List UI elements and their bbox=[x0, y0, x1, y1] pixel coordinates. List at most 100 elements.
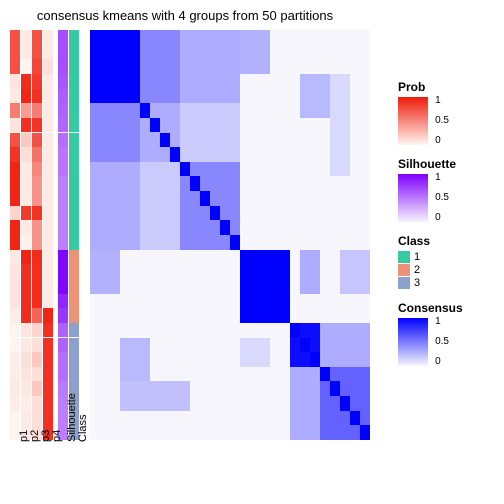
anno-cell bbox=[32, 89, 42, 104]
anno-cell bbox=[21, 176, 31, 191]
anno-cell bbox=[58, 191, 68, 206]
heatmap-cell bbox=[90, 162, 140, 250]
anno-cell bbox=[10, 147, 20, 162]
col-label-Class: Class bbox=[77, 414, 89, 442]
anno-cell bbox=[10, 250, 20, 265]
anno-cell bbox=[69, 264, 79, 279]
consensus-heatmap bbox=[90, 30, 370, 440]
anno-cell bbox=[43, 411, 53, 426]
anno-cell bbox=[69, 162, 79, 177]
heatmap-cell bbox=[140, 30, 180, 103]
anno-cell bbox=[32, 118, 42, 133]
anno-cell bbox=[43, 367, 53, 382]
heatmap-cell bbox=[90, 30, 100, 45]
tick: 0 bbox=[435, 212, 441, 223]
anno-cell bbox=[10, 30, 20, 45]
anno-cell bbox=[21, 411, 31, 426]
anno-cell bbox=[21, 118, 31, 133]
anno-cell bbox=[21, 45, 31, 60]
anno-cell bbox=[58, 220, 68, 235]
anno-cell bbox=[21, 323, 31, 338]
anno-cell bbox=[10, 279, 20, 294]
anno-cell bbox=[32, 74, 42, 89]
anno-cell bbox=[32, 103, 42, 118]
anno-cell bbox=[21, 367, 31, 382]
anno-col-p2 bbox=[21, 30, 31, 440]
anno-cell bbox=[21, 74, 31, 89]
anno-cell bbox=[43, 162, 53, 177]
anno-cell bbox=[32, 133, 42, 148]
anno-cell bbox=[32, 147, 42, 162]
anno-cell bbox=[10, 220, 20, 235]
anno-cell bbox=[21, 294, 31, 309]
anno-cell bbox=[10, 74, 20, 89]
class-row-3: 3 bbox=[398, 277, 498, 289]
anno-cell bbox=[43, 89, 53, 104]
legend-silhouette: Silhouette 1 0.5 0 bbox=[398, 157, 498, 222]
anno-cell bbox=[69, 59, 79, 74]
anno-cell bbox=[69, 176, 79, 191]
class-label: 1 bbox=[414, 251, 420, 263]
tick: 1 bbox=[435, 95, 441, 106]
anno-cell bbox=[58, 279, 68, 294]
anno-cell bbox=[43, 59, 53, 74]
tick: 0 bbox=[435, 135, 441, 146]
tick: 0.5 bbox=[435, 192, 449, 203]
legend-consensus: Consensus 1 0.5 0 bbox=[398, 301, 498, 366]
anno-cell bbox=[58, 250, 68, 265]
class-swatch bbox=[398, 251, 410, 263]
anno-cell bbox=[21, 162, 31, 177]
anno-cell bbox=[10, 338, 20, 353]
anno-cell bbox=[32, 294, 42, 309]
anno-cell bbox=[69, 250, 79, 265]
anno-cell bbox=[43, 264, 53, 279]
anno-cell bbox=[21, 89, 31, 104]
anno-cell bbox=[21, 220, 31, 235]
anno-cell bbox=[10, 206, 20, 221]
heatmap-cell bbox=[250, 264, 260, 279]
class-row-1: 1 bbox=[398, 251, 498, 263]
gradient-prob bbox=[398, 97, 428, 145]
anno-cell bbox=[58, 338, 68, 353]
anno-cell bbox=[21, 352, 31, 367]
heatmap-cell bbox=[210, 206, 220, 221]
anno-cell bbox=[21, 250, 31, 265]
anno-col-p1 bbox=[10, 30, 20, 440]
anno-cell bbox=[10, 381, 20, 396]
anno-cell bbox=[58, 235, 68, 250]
anno-cell bbox=[43, 352, 53, 367]
heatmap-cell bbox=[240, 30, 270, 74]
anno-cell bbox=[32, 352, 42, 367]
anno-col-Class bbox=[69, 30, 79, 440]
anno-cell bbox=[69, 220, 79, 235]
anno-cell bbox=[69, 30, 79, 45]
anno-cell bbox=[21, 396, 31, 411]
anno-cell bbox=[69, 323, 79, 338]
anno-cell bbox=[32, 279, 42, 294]
heatmap-cell bbox=[120, 338, 150, 382]
anno-cell bbox=[69, 147, 79, 162]
anno-cell bbox=[10, 162, 20, 177]
anno-cell bbox=[21, 381, 31, 396]
anno-cell bbox=[69, 352, 79, 367]
class-row-2: 2 bbox=[398, 264, 498, 276]
anno-col-p4 bbox=[43, 30, 53, 440]
anno-cell bbox=[32, 220, 42, 235]
tick: 0.5 bbox=[435, 115, 449, 126]
tick: 0 bbox=[435, 356, 441, 367]
anno-cell bbox=[69, 133, 79, 148]
anno-cell bbox=[69, 89, 79, 104]
col-label-p4: p4 bbox=[51, 430, 63, 442]
legend-class: Class 123 bbox=[398, 234, 498, 289]
anno-cell bbox=[43, 338, 53, 353]
legend-title-class: Class bbox=[398, 234, 498, 248]
anno-cell bbox=[58, 45, 68, 60]
heatmap-cell bbox=[350, 411, 360, 426]
anno-cell bbox=[58, 308, 68, 323]
anno-cell bbox=[10, 176, 20, 191]
anno-cell bbox=[69, 367, 79, 382]
anno-cell bbox=[58, 352, 68, 367]
anno-cell bbox=[21, 206, 31, 221]
heatmap-cell bbox=[140, 103, 150, 118]
heatmap-cell bbox=[160, 133, 170, 148]
